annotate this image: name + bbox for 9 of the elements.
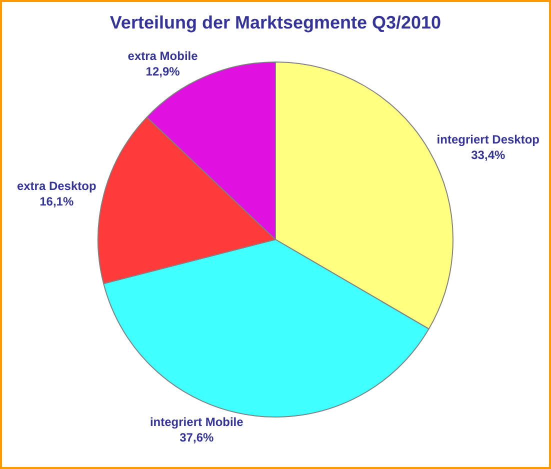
data-label: 37,6% [180,430,214,445]
data-label: 16,1% [40,194,74,209]
slice-label: extra Mobile [128,49,198,64]
slice-label: integriert Mobile [150,415,244,430]
slice-label: extra Desktop [16,179,96,194]
data-label: 12,9% [146,64,180,79]
slice-label: integriert Desktop [436,132,540,147]
chart-title: Verteilung der Marktsegmente Q3/2010 [110,12,442,33]
data-label: 33,4% [471,148,506,162]
